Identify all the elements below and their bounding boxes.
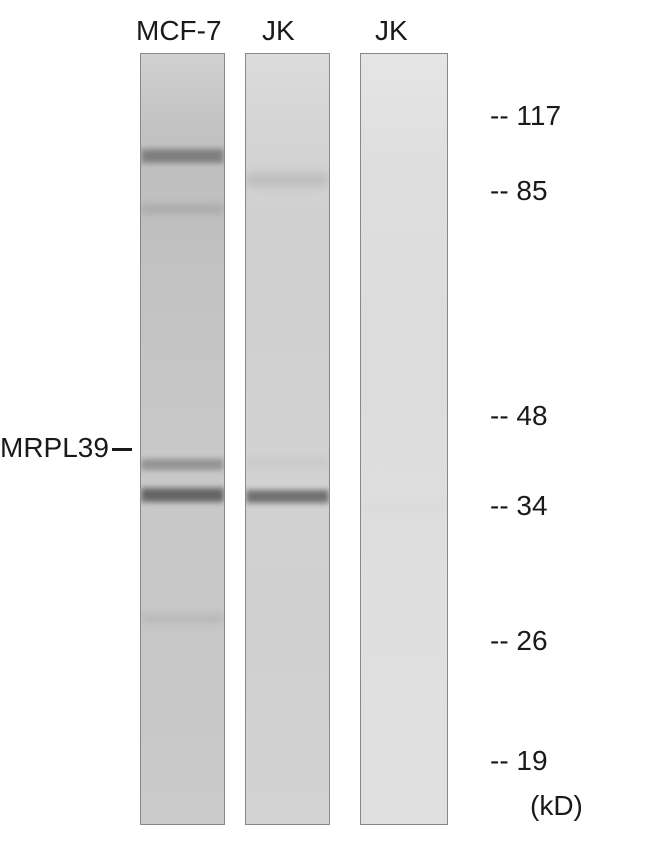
band: [141, 488, 224, 502]
blot-figure: MCF-7 JK JK MRPL39 -- 117 -- 85 -- 48 --…: [0, 0, 650, 851]
lane-bg: [141, 54, 224, 824]
lane-bg: [246, 54, 329, 824]
lane-label-3: JK: [375, 15, 408, 47]
lane-jk-1: [245, 53, 330, 825]
marker-117: -- 117: [490, 100, 561, 132]
band: [246, 174, 329, 186]
band: [141, 149, 224, 163]
marker-19: -- 19: [490, 745, 548, 777]
band: [246, 490, 329, 503]
lane-bg: [361, 54, 447, 824]
band: [141, 459, 224, 470]
protein-tick: [112, 448, 132, 451]
band: [141, 614, 224, 623]
lane-label-2: JK: [262, 15, 295, 47]
lane-label-1: MCF-7: [136, 15, 222, 47]
lane-jk-2: [360, 53, 448, 825]
band: [361, 504, 447, 511]
unit-label: (kD): [530, 790, 583, 822]
band: [141, 204, 224, 214]
lane-mcf7: [140, 53, 225, 825]
protein-label: MRPL39: [0, 432, 109, 464]
marker-48: -- 48: [490, 400, 548, 432]
marker-85: -- 85: [490, 175, 548, 207]
marker-26: -- 26: [490, 625, 548, 657]
marker-34: -- 34: [490, 490, 548, 522]
band: [246, 459, 329, 467]
